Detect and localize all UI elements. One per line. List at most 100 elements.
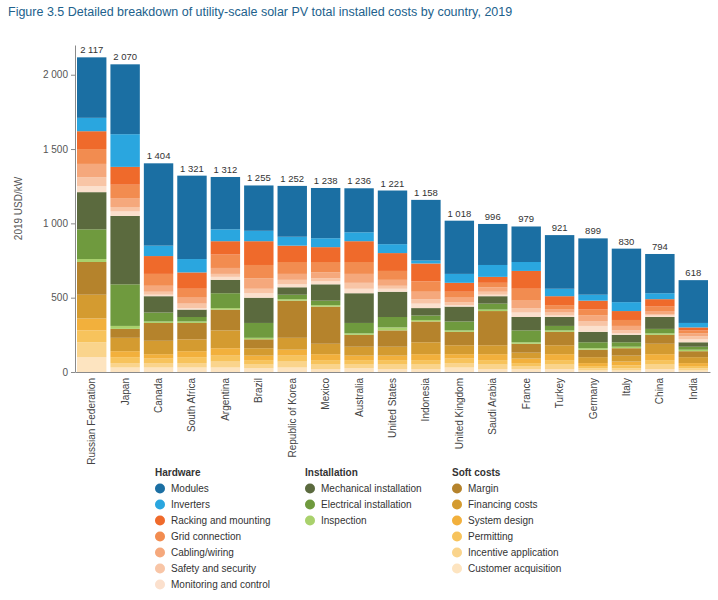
bar-segment xyxy=(110,134,139,167)
bar-segment xyxy=(445,302,474,305)
bar-segment xyxy=(177,259,206,272)
bar-segment xyxy=(244,241,273,265)
bar-segment xyxy=(278,295,307,299)
bar-segment xyxy=(177,289,206,298)
bar-segment xyxy=(578,295,607,301)
bar-segment xyxy=(645,311,674,314)
bar-segment xyxy=(612,362,641,366)
bar-segment xyxy=(278,246,307,262)
chart-container: Figure 3.5 Detailed breakdown of utility… xyxy=(0,0,718,600)
bar-segment xyxy=(578,368,607,370)
bar-segment xyxy=(77,57,106,117)
bar-segment xyxy=(679,357,708,363)
y-tick: 2 000 xyxy=(43,69,75,80)
bar-segment xyxy=(511,226,540,262)
bar-segment xyxy=(411,365,440,369)
bar-segment xyxy=(411,304,440,308)
bar-segment xyxy=(311,365,340,369)
legend-label: Monitoring and control xyxy=(171,579,270,590)
series-2 xyxy=(77,131,708,330)
bar-segment xyxy=(545,369,574,372)
bar-segment xyxy=(545,345,574,354)
bar-segment xyxy=(478,277,507,283)
bar-segment xyxy=(344,333,373,334)
bar-segment xyxy=(244,360,273,364)
bar-segment xyxy=(679,342,708,346)
total-label: 1 238 xyxy=(314,175,338,186)
bar-segment xyxy=(211,308,240,309)
bar-segment xyxy=(177,363,206,367)
legend-label: Modules xyxy=(171,483,209,494)
bar-segment xyxy=(177,357,206,363)
x-tick: Brazil xyxy=(253,372,264,403)
bar-segment xyxy=(578,348,607,349)
bar-segment xyxy=(511,317,540,330)
bar-segment xyxy=(244,339,273,348)
bar-segment xyxy=(645,344,674,354)
bar-segment xyxy=(378,317,407,327)
bar-segment xyxy=(445,321,474,330)
bar-segment xyxy=(478,295,507,296)
x-tick-label: Russian Federation xyxy=(86,378,97,465)
bar-segment xyxy=(445,363,474,367)
bar-segment xyxy=(578,371,607,372)
bar-segment xyxy=(478,283,507,287)
bar-segment xyxy=(578,350,607,357)
bar-segment xyxy=(545,310,574,313)
bar-segment xyxy=(144,274,173,286)
bar-segment xyxy=(244,298,273,323)
legend-label: Electrical installation xyxy=(321,499,412,510)
bar-segment xyxy=(311,262,340,272)
bar-segment xyxy=(511,363,540,366)
total-label: 2 117 xyxy=(80,44,103,55)
legend-label: Cabling/wiring xyxy=(171,547,234,558)
y-tick-label: 500 xyxy=(51,292,68,303)
bar-segment xyxy=(311,238,340,247)
x-tick: Argentina xyxy=(220,372,231,421)
x-axis: Russian FederationJapanCanadaSouth Afric… xyxy=(76,372,711,465)
bar-segment xyxy=(311,360,340,364)
legend-label: Customer acquisition xyxy=(468,563,561,574)
total-label: 2 070 xyxy=(113,51,137,62)
legend-swatch xyxy=(452,548,462,558)
bar-segment xyxy=(77,177,106,186)
legend-swatch xyxy=(155,564,165,574)
bar-segment xyxy=(144,256,173,274)
bar-segment xyxy=(177,176,206,259)
bar-segment xyxy=(612,371,641,372)
total-labels: 2 1172 0701 4041 3211 3121 2551 2521 238… xyxy=(80,44,701,278)
x-tick: Turkey xyxy=(554,372,565,408)
bar-segment xyxy=(445,345,474,354)
bar-segment xyxy=(177,308,206,309)
legend-label: Financing costs xyxy=(468,499,537,510)
bar-segment xyxy=(679,339,708,342)
y-tick-mark xyxy=(71,298,75,299)
x-tick: Italy xyxy=(621,372,632,396)
bar-segment xyxy=(578,363,607,366)
bar-segment xyxy=(177,298,206,304)
bar-segment xyxy=(511,271,540,289)
bar-segment xyxy=(478,311,507,345)
bar-segment xyxy=(110,363,139,367)
total-label: 1 236 xyxy=(347,175,371,186)
x-tick-label: China xyxy=(654,378,665,405)
bar-segment xyxy=(679,327,708,330)
series-1 xyxy=(77,118,708,328)
x-tick-label: Germany xyxy=(588,378,599,419)
bar-segment xyxy=(612,320,641,326)
x-tick-label: United States xyxy=(387,378,398,438)
bar-segment xyxy=(144,354,173,358)
bar-segment xyxy=(344,262,373,274)
bar-segment xyxy=(612,302,641,311)
x-tick-label: Argentina xyxy=(220,378,231,421)
bar-segment xyxy=(545,354,574,360)
bar-segment xyxy=(177,321,206,322)
bar-segment xyxy=(545,326,574,330)
bar-segment xyxy=(578,366,607,368)
bar-segment xyxy=(110,368,139,372)
bar-segment xyxy=(645,293,674,299)
y-axis-title: 2019 USD/kW xyxy=(13,176,24,240)
bar-segment xyxy=(211,241,240,254)
total-label: 1 255 xyxy=(247,172,271,183)
bar-segment xyxy=(144,313,173,322)
